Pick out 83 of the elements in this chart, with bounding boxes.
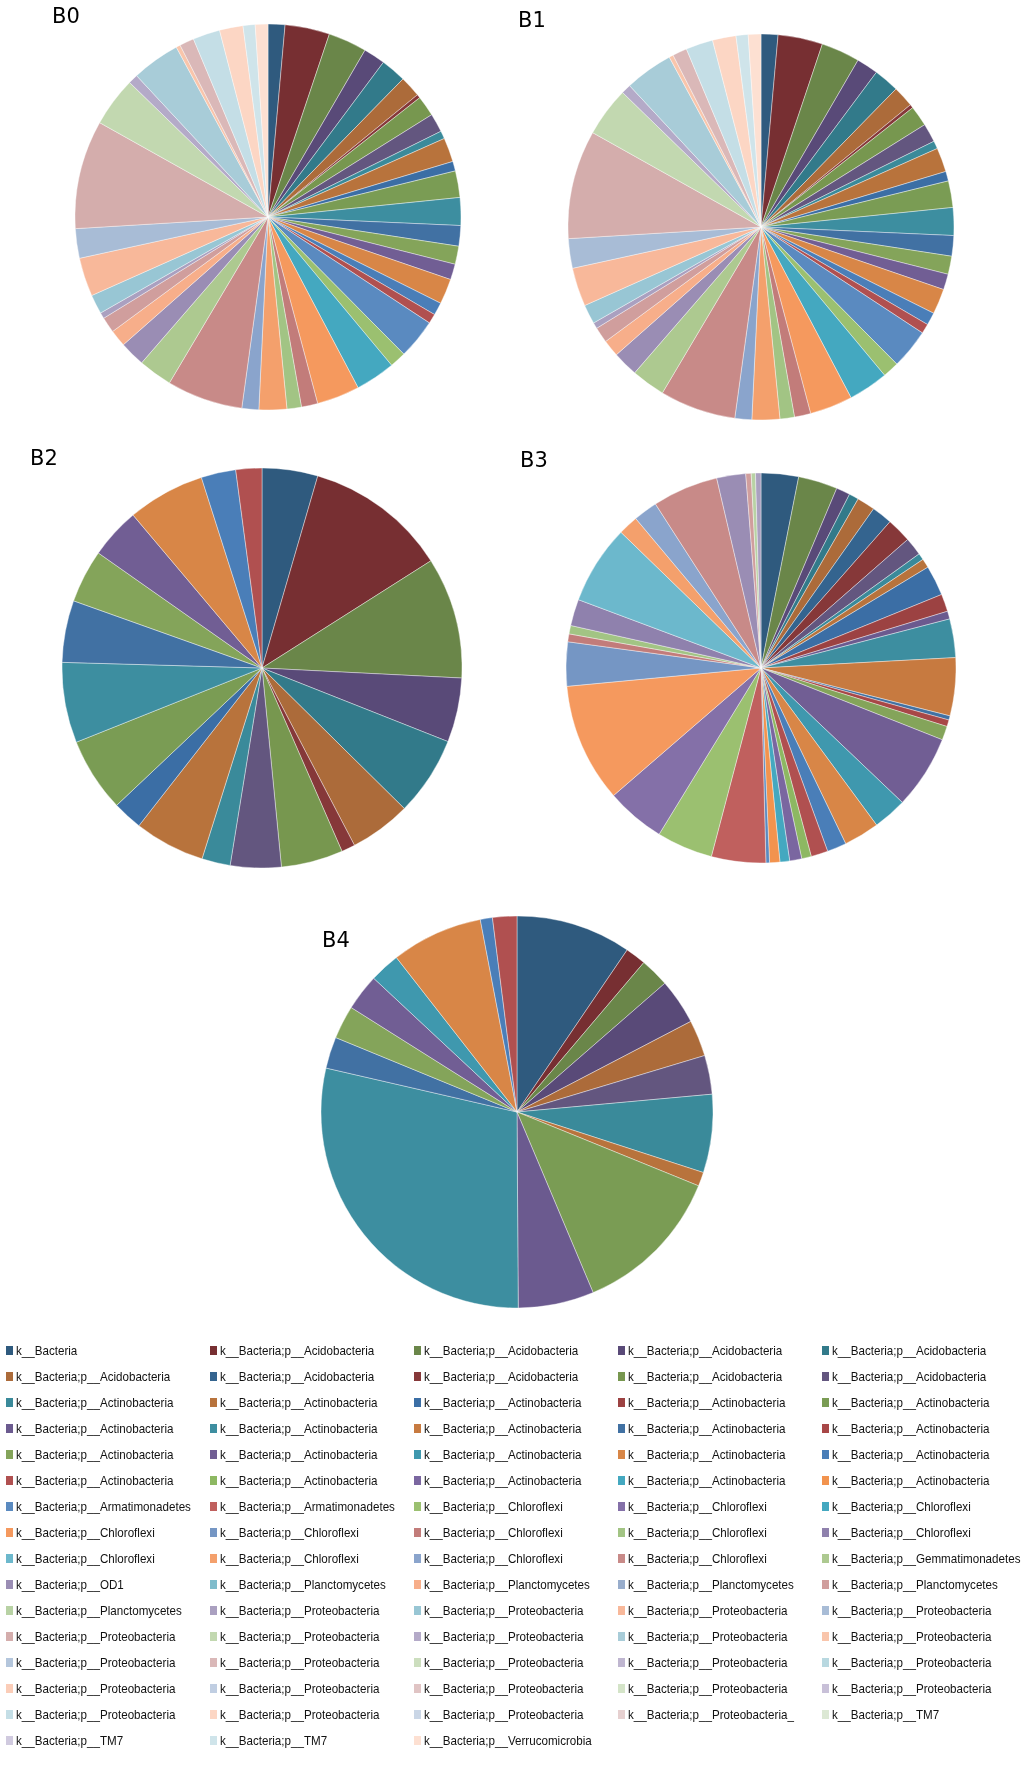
- legend-label: k__Bacteria;p__Proteobacteria: [220, 1680, 380, 1696]
- legend-label: k__Bacteria;p__Proteobacteria: [628, 1602, 788, 1618]
- legend-label: k__Bacteria;p__Proteobacteria: [832, 1680, 992, 1696]
- legend-label: k__Bacteria;p__Gemmatimonadetes: [832, 1550, 1021, 1566]
- legend-label: k__Bacteria;p__Actinobacteria: [628, 1446, 786, 1462]
- legend-label: k__Bacteria;p__TM7: [832, 1706, 940, 1722]
- legend-label: k__Bacteria;p__Actinobacteria: [628, 1420, 786, 1436]
- legend-label: k__Bacteria;p__Acidobacteria: [628, 1342, 783, 1358]
- legend-label: k__Bacteria;p__Chloroflexi: [220, 1550, 359, 1566]
- legend-label: k__Bacteria;p__Proteobacteria: [424, 1654, 584, 1670]
- legend-label: k__Bacteria;p__Actinobacteria: [16, 1420, 174, 1436]
- legend-label: k__Bacteria;p__Actinobacteria: [424, 1420, 582, 1436]
- slice-label: B2: [30, 446, 58, 470]
- legend-label: k__Bacteria;p__Actinobacteria: [220, 1420, 378, 1436]
- legend-label: k__Bacteria;p__OD1: [16, 1576, 124, 1592]
- legend-label: k__Bacteria;p__Proteobacteria: [424, 1706, 584, 1722]
- legend-label: k__Bacteria;p__Chloroflexi: [628, 1524, 767, 1540]
- legend-label: k__Bacteria;p__Acidobacteria: [220, 1342, 375, 1358]
- legend-label: k__Bacteria;p__TM7: [220, 1732, 328, 1748]
- legend-label: k__Bacteria;p__Armatimonadetes: [16, 1498, 191, 1514]
- legend-label: k__Bacteria;p__Proteobacteria: [832, 1654, 992, 1670]
- legend-label: k__Bacteria;p__Acidobacteria: [628, 1368, 783, 1384]
- legend-label: k__Bacteria;p__Chloroflexi: [424, 1498, 563, 1514]
- legend-label: k__Bacteria;p__Acidobacteria: [16, 1368, 171, 1384]
- legend-label: k__Bacteria;p__Actinobacteria: [220, 1472, 378, 1488]
- legend-label: k__Bacteria;p__Chloroflexi: [832, 1524, 971, 1540]
- legend-label: k__Bacteria;p__Proteobacteria: [628, 1680, 788, 1696]
- legend-label: k__Bacteria;p__Proteobacteria: [16, 1706, 176, 1722]
- legend-label: k__Bacteria;p__Armatimonadetes: [220, 1498, 395, 1514]
- legend-label: k__Bacteria;p__Planctomycetes: [832, 1576, 998, 1592]
- legend-label: k__Bacteria;p__Planctomycetes: [424, 1576, 590, 1592]
- legend-label: k__Bacteria;p__Actinobacteria: [424, 1472, 582, 1488]
- legend-label: k__Bacteria;p__Acidobacteria: [220, 1368, 375, 1384]
- legend-label: k__Bacteria;p__Proteobacteria: [628, 1628, 788, 1644]
- slice-label: B3: [520, 448, 548, 472]
- legend-label: k__Bacteria;p__Acidobacteria: [424, 1342, 579, 1358]
- slice-label: B1: [518, 8, 546, 32]
- legend-label: k__Bacteria;p__Proteobacteria: [220, 1628, 380, 1644]
- legend-label: k__Bacteria;p__Chloroflexi: [832, 1498, 971, 1514]
- legend-label: k__Bacteria;p__Proteobacteria_: [628, 1706, 794, 1722]
- legend-label: k__Bacteria;p__Proteobacteria: [220, 1654, 380, 1670]
- legend-label: k__Bacteria;p__TM7: [16, 1732, 124, 1748]
- legend-label: k__Bacteria: [16, 1342, 78, 1358]
- legend-label: k__Bacteria;p__Proteobacteria: [424, 1602, 584, 1618]
- legend-label: k__Bacteria;p__Proteobacteria: [628, 1654, 788, 1670]
- legend-label: k__Bacteria;p__Actinobacteria: [16, 1446, 174, 1462]
- slice-label: B4: [322, 928, 350, 952]
- legend-label: k__Bacteria;p__Planctomycetes: [16, 1602, 182, 1618]
- legend-label: k__Bacteria;p__Actinobacteria: [220, 1394, 378, 1410]
- legend-label: k__Bacteria;p__Actinobacteria: [16, 1472, 174, 1488]
- legend-label: k__Bacteria;p__Actinobacteria: [424, 1446, 582, 1462]
- legend-label: k__Bacteria;p__Actinobacteria: [628, 1472, 786, 1488]
- slice-label: B0: [52, 4, 80, 28]
- legend-label: k__Bacteria;p__Proteobacteria: [16, 1680, 176, 1696]
- legend-label: k__Bacteria;p__Chloroflexi: [220, 1524, 359, 1540]
- legend-label: k__Bacteria;p__Actinobacteria: [832, 1394, 990, 1410]
- legend-label: k__Bacteria;p__Proteobacteria: [16, 1654, 176, 1670]
- legend-label: k__Bacteria;p__Proteobacteria: [220, 1602, 380, 1618]
- legend-label: k__Bacteria;p__Actinobacteria: [832, 1446, 990, 1462]
- legend-label: k__Bacteria;p__Chloroflexi: [16, 1550, 155, 1566]
- legend-label: k__Bacteria;p__Actinobacteria: [424, 1394, 582, 1410]
- legend-label: k__Bacteria;p__Actinobacteria: [628, 1394, 786, 1410]
- legend-label: k__Bacteria;p__Actinobacteria: [832, 1420, 990, 1436]
- legend-label: k__Bacteria;p__Actinobacteria: [16, 1394, 174, 1410]
- legend-label: k__Bacteria;p__Proteobacteria: [832, 1628, 992, 1644]
- legend-label: k__Bacteria;p__Chloroflexi: [16, 1524, 155, 1540]
- legend-label: k__Bacteria;p__Verrucomicrobia: [424, 1732, 592, 1748]
- legend-label: k__Bacteria;p__Actinobacteria: [832, 1472, 990, 1488]
- legend-label: k__Bacteria;p__Chloroflexi: [628, 1550, 767, 1566]
- legend-label: k__Bacteria;p__Proteobacteria: [832, 1602, 992, 1618]
- legend-label: k__Bacteria;p__Chloroflexi: [424, 1524, 563, 1540]
- legend-label: k__Bacteria;p__Acidobacteria: [424, 1368, 579, 1384]
- legend-label: k__Bacteria;p__Actinobacteria: [220, 1446, 378, 1462]
- legend-label: k__Bacteria;p__Planctomycetes: [220, 1576, 386, 1592]
- legend-label: k__Bacteria;p__Proteobacteria: [424, 1680, 584, 1696]
- legend-label: k__Bacteria;p__Chloroflexi: [424, 1550, 563, 1566]
- legend-label: k__Bacteria;p__Proteobacteria: [220, 1706, 380, 1722]
- legend-label: k__Bacteria;p__Chloroflexi: [628, 1498, 767, 1514]
- legend-label: k__Bacteria;p__Proteobacteria: [424, 1628, 584, 1644]
- legend-label: k__Bacteria;p__Planctomycetes: [628, 1576, 794, 1592]
- legend-label: k__Bacteria;p__Acidobacteria: [832, 1368, 987, 1384]
- legend-label: k__Bacteria;p__Proteobacteria: [16, 1628, 176, 1644]
- legend-label: k__Bacteria;p__Acidobacteria: [832, 1342, 987, 1358]
